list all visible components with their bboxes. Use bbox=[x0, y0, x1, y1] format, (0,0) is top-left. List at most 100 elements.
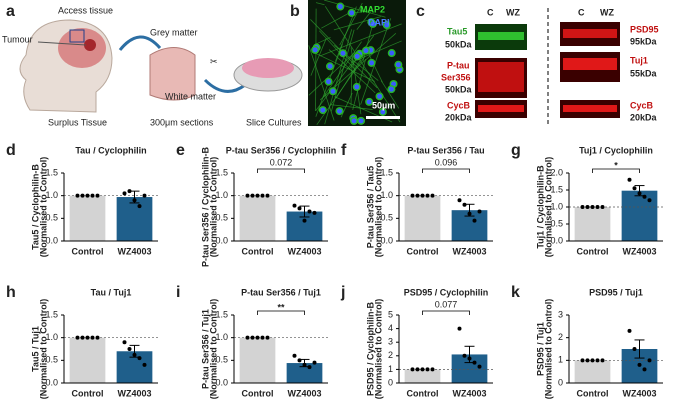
y-axis-label: PSD95 / Tuj1 bbox=[535, 322, 545, 376]
data-point bbox=[312, 210, 317, 215]
x-tick-label: WZ4003 bbox=[622, 388, 656, 398]
band bbox=[478, 62, 524, 92]
annotation: Grey matter bbox=[150, 27, 198, 37]
y-axis-label: (Normalised to Control) bbox=[373, 157, 383, 258]
x-tick-label: Control bbox=[407, 388, 439, 398]
data-point bbox=[580, 205, 585, 209]
lane-label: WZ bbox=[506, 7, 520, 17]
bar bbox=[574, 207, 611, 241]
y-tick-label: 0.5 bbox=[215, 355, 228, 365]
neurite bbox=[350, 47, 362, 115]
data-point bbox=[260, 193, 265, 198]
neurite bbox=[340, 92, 353, 118]
neurite bbox=[324, 6, 401, 123]
y-tick-label: 1 bbox=[558, 355, 563, 365]
data-point bbox=[127, 189, 132, 194]
neurite bbox=[308, 45, 335, 121]
data-point bbox=[430, 193, 435, 198]
nucleus bbox=[354, 53, 360, 59]
x-tick-label: Control bbox=[242, 246, 274, 256]
lane-label: C bbox=[487, 7, 494, 17]
y-tick-label: 1.5 bbox=[45, 167, 58, 177]
y-tick-label: 0.5 bbox=[45, 213, 58, 223]
band bbox=[563, 29, 617, 38]
significance-bracket bbox=[422, 168, 470, 173]
bar bbox=[404, 195, 441, 241]
significance-label: 0.072 bbox=[270, 157, 293, 167]
y-axis-label: Tau5 / Tuj1 bbox=[30, 326, 40, 372]
access-box bbox=[69, 29, 85, 43]
nucleus bbox=[312, 47, 318, 53]
data-point bbox=[292, 203, 297, 208]
data-point bbox=[95, 193, 100, 198]
protein-label: CycB bbox=[447, 100, 471, 110]
neurite bbox=[330, 104, 373, 110]
neurite bbox=[315, 63, 352, 111]
nucleus bbox=[395, 62, 401, 68]
data-point bbox=[457, 326, 462, 331]
data-point bbox=[90, 335, 95, 340]
bar bbox=[621, 190, 658, 241]
data-point bbox=[302, 218, 307, 223]
error-bar bbox=[634, 339, 645, 359]
data-point bbox=[132, 352, 137, 357]
size-label: 50kDa bbox=[445, 39, 473, 49]
chart-title: Tau / Cyclophilin bbox=[75, 145, 146, 155]
nucleus bbox=[337, 4, 343, 10]
stain-label: DAPI bbox=[368, 17, 390, 27]
data-point bbox=[142, 362, 147, 367]
data-point bbox=[85, 193, 90, 198]
x-tick-label: WZ4003 bbox=[117, 388, 151, 398]
neurite bbox=[319, 23, 402, 57]
annotation: Slice Cultures bbox=[246, 117, 302, 127]
nucleus bbox=[320, 107, 326, 113]
data-point bbox=[462, 202, 467, 207]
significance-label: * bbox=[614, 160, 618, 170]
section bbox=[149, 47, 196, 101]
data-point bbox=[420, 193, 425, 198]
band bbox=[478, 105, 524, 112]
neurite bbox=[331, 29, 355, 112]
data-point bbox=[637, 362, 642, 367]
y-tick-label: 0 bbox=[558, 377, 563, 387]
nucleus bbox=[326, 79, 332, 85]
data-point bbox=[245, 335, 250, 340]
data-point bbox=[265, 193, 270, 198]
data-point bbox=[600, 358, 605, 363]
y-tick-label: 1.0 bbox=[215, 332, 228, 342]
scale-bar bbox=[366, 116, 400, 119]
y-axis-label: (Normalised to Control) bbox=[373, 299, 383, 400]
annotation: Tumour bbox=[2, 34, 33, 44]
data-point bbox=[472, 218, 477, 223]
x-tick-label: Control bbox=[72, 388, 104, 398]
data-point bbox=[127, 347, 132, 351]
panel-label: d bbox=[6, 142, 16, 159]
arrow bbox=[118, 35, 162, 51]
data-point bbox=[415, 193, 420, 198]
neurite bbox=[321, 11, 353, 29]
neurite bbox=[350, 55, 353, 106]
data-point bbox=[430, 367, 435, 372]
nucleus bbox=[336, 108, 342, 114]
y-tick-label: 0.5 bbox=[550, 218, 563, 228]
neurite bbox=[324, 29, 353, 125]
data-point bbox=[642, 194, 647, 199]
data-point bbox=[137, 204, 142, 209]
data-point bbox=[312, 360, 317, 365]
nucleus bbox=[363, 48, 369, 54]
data-point bbox=[467, 211, 472, 216]
data-point bbox=[477, 209, 482, 214]
bar bbox=[116, 197, 153, 241]
data-point bbox=[410, 367, 415, 372]
panel-label: h bbox=[6, 284, 16, 301]
y-tick-label: 2.0 bbox=[550, 167, 563, 177]
bar bbox=[574, 360, 611, 383]
bar bbox=[69, 195, 106, 241]
significance-bracket bbox=[257, 310, 305, 315]
data-point bbox=[297, 358, 302, 363]
size-label: 20kDa bbox=[630, 112, 658, 122]
x-tick-label: WZ4003 bbox=[622, 246, 656, 256]
nucleus bbox=[327, 63, 333, 69]
x-tick-label: Control bbox=[242, 388, 274, 398]
data-point bbox=[600, 205, 605, 209]
